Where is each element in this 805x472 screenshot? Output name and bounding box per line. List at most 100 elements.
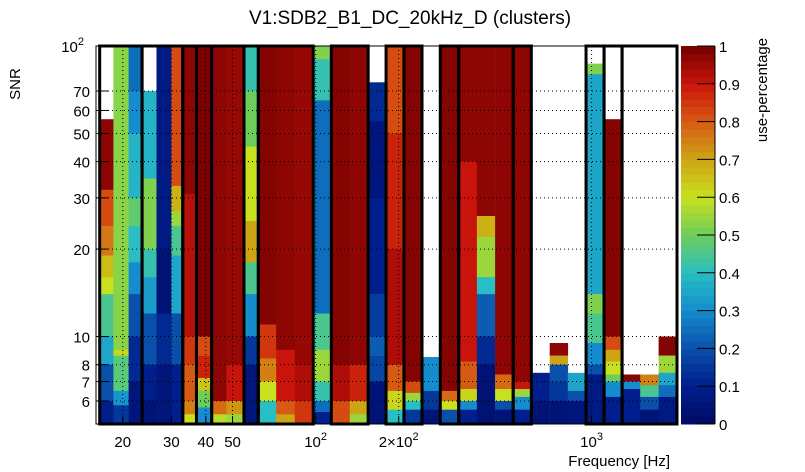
heatmap-cell xyxy=(313,100,332,314)
heatmap-cell xyxy=(182,193,197,337)
heatmap-cell xyxy=(294,401,314,425)
heatmap-cell xyxy=(113,46,129,351)
heatmap-cell xyxy=(368,355,387,382)
heatmap-cell xyxy=(156,364,172,425)
heatmap-cells xyxy=(99,46,678,425)
heatmap-cell xyxy=(404,409,423,425)
heatmap-cell xyxy=(586,313,605,344)
heatmap-cell xyxy=(244,91,259,148)
x-tick-label: 20 xyxy=(114,434,131,451)
heatmap-cell xyxy=(99,226,114,256)
heatmap-cell xyxy=(196,390,212,408)
heatmap-cell xyxy=(604,396,623,425)
heatmap-cell xyxy=(276,46,295,351)
y-tick-label: 50 xyxy=(73,126,90,143)
heatmap-cell xyxy=(226,401,245,415)
y-tick-label: 60 xyxy=(73,103,90,120)
heatmap-cell xyxy=(386,46,405,134)
y-tick-label: 8 xyxy=(82,358,90,375)
heatmap-cell xyxy=(404,46,423,382)
heatmap-cell xyxy=(458,161,478,362)
y-tick-label: 70 xyxy=(73,84,90,101)
heatmap-cell xyxy=(128,262,143,295)
heatmap-cell xyxy=(99,294,114,337)
y-tick-label: 10 xyxy=(73,330,90,347)
colorbar-swatch xyxy=(681,174,715,183)
colorbar-swatch xyxy=(681,310,715,319)
heatmap-cell xyxy=(113,349,129,356)
colorbar-swatch xyxy=(681,212,715,221)
colorbar-tick-label: 0.5 xyxy=(719,228,740,245)
x-tick-label: 30 xyxy=(163,434,180,451)
colorbar-swatch xyxy=(681,378,715,387)
heatmap-cell xyxy=(171,313,183,365)
heatmap-cell xyxy=(99,401,114,425)
heatmap-cell xyxy=(658,396,678,425)
colorbar-swatch xyxy=(681,182,715,191)
heatmap-cell xyxy=(313,349,332,382)
heatmap-cell xyxy=(586,343,605,365)
heatmap-cell xyxy=(99,189,114,227)
heatmap-cell xyxy=(495,46,514,375)
x-tick-label: 103 xyxy=(580,431,603,451)
heatmap-cell xyxy=(386,409,405,425)
colorbar-swatch xyxy=(681,106,715,115)
heatmap-cell xyxy=(244,46,259,92)
colorbar-swatch xyxy=(681,363,715,372)
heatmap-cell xyxy=(513,381,532,390)
heatmap-cell xyxy=(156,249,172,314)
x-tick-label: 40 xyxy=(197,434,214,451)
colorbar-swatch xyxy=(681,144,715,153)
heatmap-cell xyxy=(549,364,569,382)
heatmap-cell xyxy=(128,133,143,199)
heatmap-cell xyxy=(182,401,197,415)
colorbar-swatch xyxy=(681,235,715,244)
heatmap-cell xyxy=(368,381,387,425)
heatmap-cell xyxy=(294,46,314,365)
colorbar-tick-label: 0.2 xyxy=(719,341,740,358)
heatmap-cell xyxy=(182,414,197,425)
colorbar-swatch xyxy=(681,121,715,130)
colorbar-swatch xyxy=(681,166,715,176)
heatmap-cell xyxy=(440,46,459,392)
heatmap-cell xyxy=(276,414,295,425)
heatmap-cell xyxy=(211,401,227,415)
colorbar-swatch xyxy=(681,151,715,160)
colorbar-swatch xyxy=(681,83,715,92)
heatmap-cell xyxy=(182,336,197,365)
heatmap-cell xyxy=(476,364,496,425)
colorbar-swatch xyxy=(681,98,715,107)
colorbar-swatch xyxy=(681,68,715,77)
colorbar-swatch xyxy=(681,53,715,62)
heatmap-cell xyxy=(196,336,212,356)
heatmap-cell xyxy=(142,249,157,278)
heatmap-cell xyxy=(211,414,227,425)
y-tick-label: 30 xyxy=(73,191,90,208)
y-axis-label: SNR xyxy=(7,68,24,100)
colorbar-swatch xyxy=(681,61,715,70)
heatmap-cell xyxy=(99,255,114,278)
heatmap-cell xyxy=(196,378,212,392)
heatmap-cell xyxy=(294,364,314,402)
colorbar-swatch xyxy=(681,227,715,236)
heatmap-cell xyxy=(313,59,332,101)
heatmap-cell xyxy=(513,389,532,398)
heatmap-cell xyxy=(244,294,259,337)
heatmap-cell xyxy=(513,46,532,382)
heatmap-cell xyxy=(586,374,605,425)
colorbar-swatch xyxy=(681,242,715,251)
colorbar-tick-label: 0.9 xyxy=(719,77,740,94)
heatmap-cell xyxy=(604,361,623,375)
colorbar-tick-label: 0.8 xyxy=(719,115,740,132)
colorbar-tick-label: 0.1 xyxy=(719,379,740,396)
heatmap-cell xyxy=(226,364,245,402)
y-axis-ticks: 102 70 60 50 40 30 20 10 87 6 xyxy=(61,36,108,411)
colorbar-swatch xyxy=(681,159,715,168)
heatmap-cell xyxy=(171,255,183,314)
heatmap-cell xyxy=(226,414,245,425)
colorbar-swatch xyxy=(681,219,715,228)
heatmap-cell xyxy=(368,82,387,122)
heatmap-cell xyxy=(128,226,143,263)
heatmap-cell xyxy=(258,358,277,382)
heatmap-cell xyxy=(404,381,423,394)
